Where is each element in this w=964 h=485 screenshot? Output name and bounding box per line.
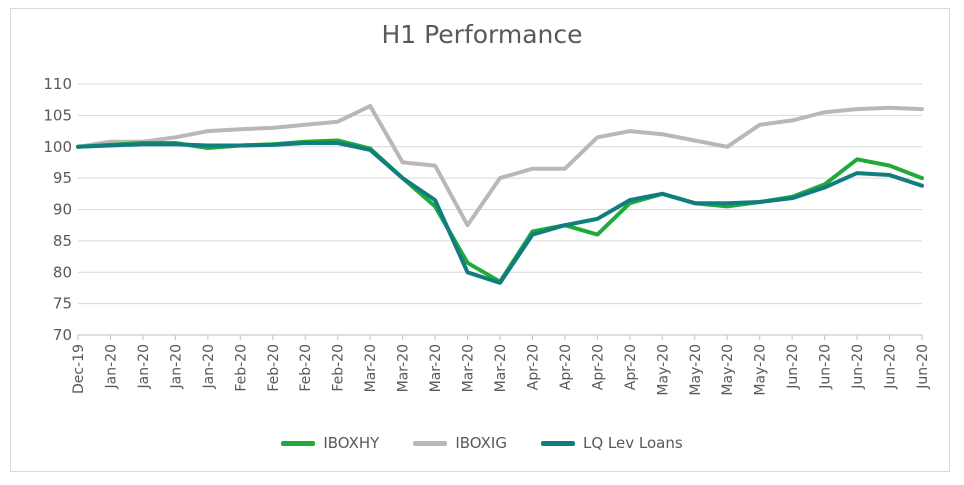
- legend-item: LQ Lev Loans: [540, 434, 683, 452]
- legend: IBOXHY IBOXIG LQ Lev Loans: [0, 434, 964, 452]
- y-tick-label: 80: [53, 263, 72, 281]
- legend-label: LQ Lev Loans: [582, 434, 683, 452]
- y-tick-label: 75: [53, 295, 72, 313]
- y-tick-label: 95: [53, 169, 72, 187]
- y-tick-label: 70: [53, 326, 72, 344]
- x-tick-label: Apr-20: [623, 344, 639, 390]
- x-tick-label: Mar-20: [428, 344, 444, 392]
- x-tick-label: Jun-20: [785, 344, 801, 390]
- x-tick-label: Apr-20: [558, 344, 574, 390]
- chart-frame: [10, 8, 950, 472]
- y-tick-label: 105: [43, 106, 72, 124]
- x-tick-label: Mar-20: [363, 344, 379, 392]
- legend-item: IBOXIG: [413, 434, 507, 452]
- y-tick-label: 110: [43, 75, 72, 93]
- x-tick-label: Jan-20: [103, 344, 119, 389]
- x-tick-label: Jan-20: [201, 344, 217, 389]
- chart-title: H1 Performance: [381, 20, 583, 49]
- x-tick-label: Feb-20: [331, 344, 347, 392]
- x-tick-label: Jan-20: [168, 344, 184, 389]
- x-tick-label: Dec-19: [71, 344, 87, 394]
- x-tick-label: May-20: [720, 344, 736, 396]
- x-tick-label: Feb-20: [233, 344, 249, 392]
- legend-label: IBOXHY: [323, 434, 380, 452]
- legend-swatch: [281, 440, 316, 446]
- x-tick-label: Apr-20: [590, 344, 606, 390]
- x-tick-label: May-20: [655, 344, 671, 396]
- x-tick-label: Jun-20: [915, 344, 931, 390]
- x-tick-label: Jun-20: [818, 344, 834, 390]
- x-tick-label: Jun-20: [850, 344, 866, 390]
- y-axis: 70 75 80 85 90 95 100 105 110: [43, 75, 72, 344]
- x-tick-label: Feb-20: [266, 344, 282, 392]
- x-tick-label: May-20: [753, 344, 769, 396]
- legend-item: IBOXHY: [281, 434, 379, 452]
- x-tick-label: May-20: [688, 344, 704, 396]
- x-tick-label: Mar-20: [493, 344, 509, 392]
- series-line-iboxig: [76, 104, 924, 228]
- x-tick-label: Jun-20: [883, 344, 899, 390]
- series-line-lq-lev-loans: [76, 141, 924, 285]
- series-line-iboxhy: [76, 138, 924, 284]
- legend-swatch: [413, 440, 448, 446]
- series-lines: [76, 104, 924, 285]
- legend-label: IBOXIG: [455, 434, 507, 452]
- y-tick-label: 85: [53, 232, 72, 250]
- x-tick-label: Jan-20: [136, 344, 152, 389]
- y-tick-label: 90: [53, 201, 72, 219]
- x-tick-label: Mar-20: [461, 344, 477, 392]
- x-tick-label: Mar-20: [396, 344, 412, 392]
- x-tick-label: Apr-20: [525, 344, 541, 390]
- x-axis: Dec-19 Jan-20 Jan-20 Jan-20 Jan-20 Feb-20 Feb-…: [71, 334, 931, 396]
- legend-swatch: [540, 440, 575, 446]
- y-tick-label: 100: [43, 138, 72, 156]
- x-tick-label: Feb-20: [298, 344, 314, 392]
